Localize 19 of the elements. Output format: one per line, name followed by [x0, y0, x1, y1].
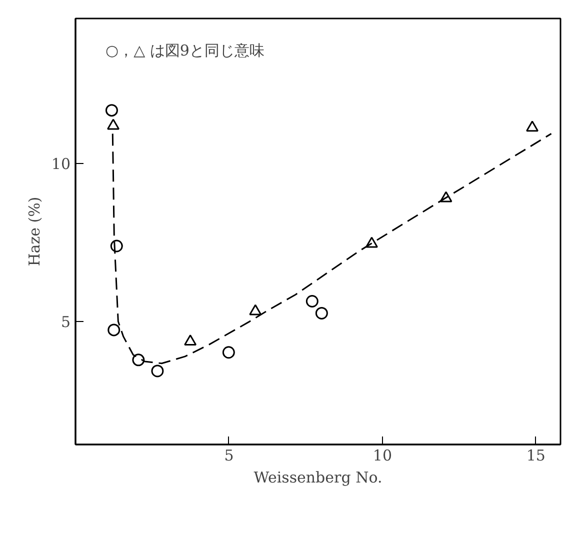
point [132, 354, 145, 366]
x-axis-title: Weissenberg No. [254, 468, 382, 486]
point [440, 191, 452, 202]
point [249, 304, 262, 316]
x-tick-label: 15 [526, 446, 546, 464]
point [110, 240, 123, 252]
point [526, 120, 539, 132]
point [184, 334, 197, 346]
point [107, 118, 120, 130]
point [151, 364, 164, 378]
point [315, 306, 328, 320]
point [222, 346, 235, 359]
y-axis-title: Haze (%) [25, 196, 44, 266]
point [365, 236, 378, 248]
x-tick-label: 5 [224, 446, 234, 464]
point [108, 324, 120, 336]
point [306, 295, 318, 308]
x-tick-label: 10 [372, 446, 392, 464]
annotation: ○，△ は図9と同じ意味 [106, 42, 264, 60]
